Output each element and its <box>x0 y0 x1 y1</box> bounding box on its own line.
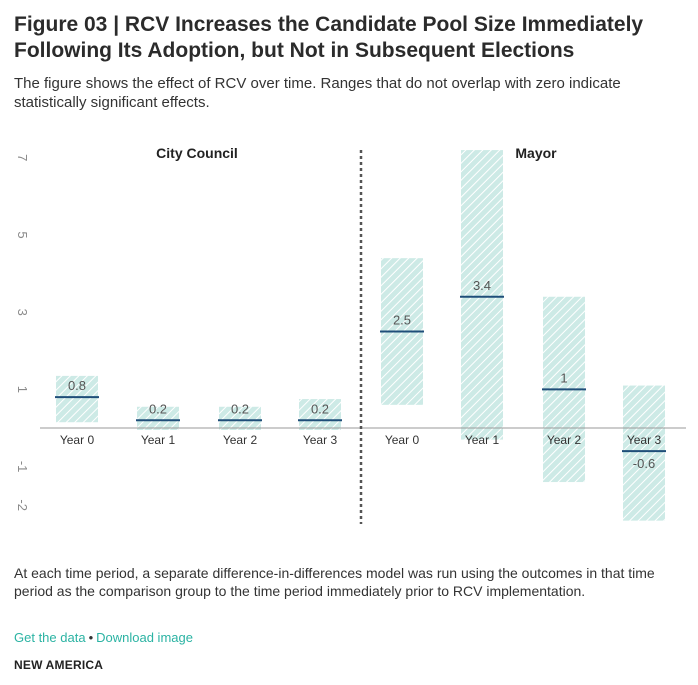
brand-logo-text: NEW AMERICA <box>14 658 104 672</box>
estimates <box>55 295 666 453</box>
category-label: Year 2 <box>547 433 582 447</box>
panel-titles: City Council Mayor <box>156 145 557 161</box>
ranges <box>56 150 665 521</box>
y-tick-label: 5 <box>15 231 30 238</box>
range-bar <box>56 375 98 423</box>
separator-dot: • <box>88 630 94 645</box>
range-bar <box>219 406 261 430</box>
category-label: Year 0 <box>60 433 95 447</box>
y-axis: 7 5 3 1 -1 -2 <box>15 154 30 511</box>
value-label: 1 <box>560 370 567 385</box>
category-label: Year 3 <box>303 433 338 447</box>
category-label: Year 0 <box>385 433 420 447</box>
category-label: Year 1 <box>141 433 176 447</box>
category-label: Year 2 <box>223 433 258 447</box>
category-label: Year 1 <box>465 433 500 447</box>
y-tick-label: 3 <box>15 309 30 316</box>
value-label: -0.6 <box>633 456 655 471</box>
footer-links: Get the data • Download image <box>14 630 193 645</box>
value-label: 0.2 <box>231 401 249 416</box>
chart-title: Figure 03 | RCV Increases the Candidate … <box>14 13 644 62</box>
category-labels: Year 0 Year 1 Year 2 Year 3 Year 0 Year 1 Year… <box>60 433 662 447</box>
value-label: 0.2 <box>149 401 167 416</box>
y-tick-label: -1 <box>15 461 30 473</box>
value-label: 3.4 <box>473 278 491 293</box>
panel-title: Mayor <box>515 145 557 161</box>
get-data-link[interactable]: Get the data <box>14 630 86 645</box>
range-bar <box>623 385 665 521</box>
panel-title: City Council <box>156 145 238 161</box>
category-label: Year 3 <box>627 433 662 447</box>
y-tick-label: 1 <box>15 386 30 393</box>
range-bar <box>461 150 503 440</box>
value-label: 2.5 <box>393 313 411 328</box>
chart-subtitle: The figure shows the effect of RCV over … <box>14 75 621 111</box>
range-bar <box>137 406 179 430</box>
value-label: 0.2 <box>311 401 329 416</box>
footnote: At each time period, a separate differen… <box>14 565 655 599</box>
value-label: 0.8 <box>68 378 86 393</box>
download-image-link[interactable]: Download image <box>96 630 193 645</box>
y-tick-label: -2 <box>15 499 30 511</box>
range-bar <box>299 399 341 430</box>
value-labels: 0.8 0.2 0.2 0.2 2.5 3.4 1 -0.6 <box>68 278 655 471</box>
y-tick-label: 7 <box>15 154 30 161</box>
